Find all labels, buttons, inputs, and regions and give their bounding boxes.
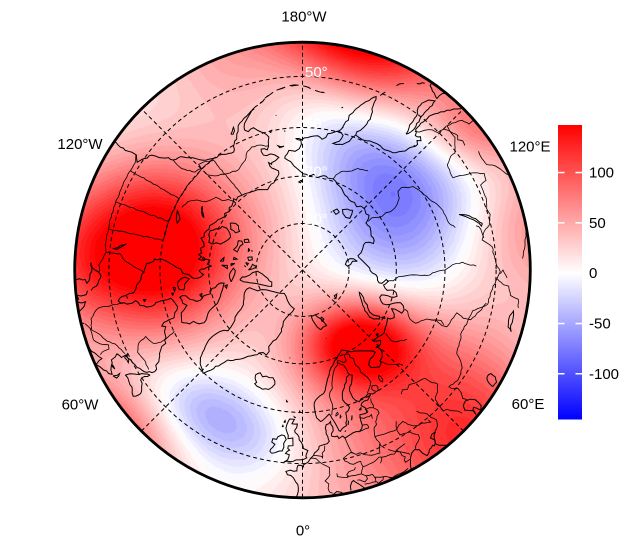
svg-text:120°E: 120°E [509, 139, 550, 156]
svg-text:120°W: 120°W [57, 136, 103, 153]
svg-text:-50: -50 [589, 316, 611, 333]
svg-text:60°E: 60°E [512, 396, 545, 413]
svg-text:100: 100 [589, 165, 614, 182]
svg-text:0: 0 [589, 265, 597, 282]
svg-text:50: 50 [589, 215, 606, 232]
svg-text:0°: 0° [296, 523, 310, 540]
svg-text:180°W: 180°W [281, 9, 327, 26]
svg-text:60°W: 60°W [62, 397, 100, 414]
svg-text:70°: 70° [305, 164, 328, 181]
svg-text:80°: 80° [305, 211, 328, 228]
svg-text:50°: 50° [305, 64, 328, 81]
svg-text:60°: 60° [305, 115, 328, 132]
svg-text:-100: -100 [589, 366, 619, 383]
